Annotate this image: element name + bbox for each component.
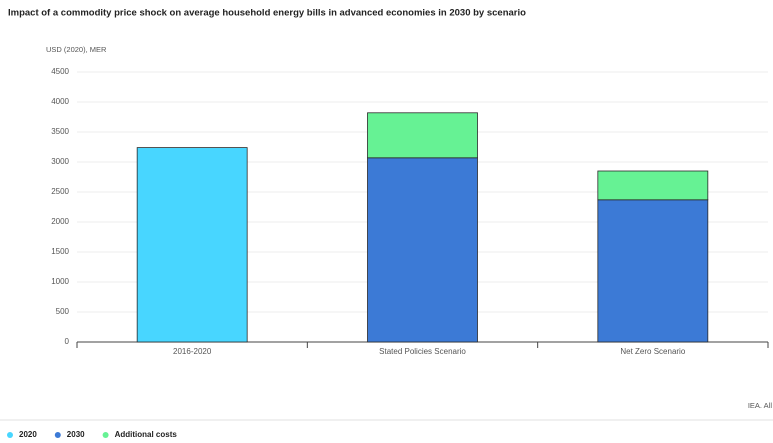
source: IEA. All <box>748 401 773 410</box>
legend-marker <box>7 432 13 438</box>
y-axis-label: USD (2020), MER <box>46 45 107 54</box>
y-tick-label: 4000 <box>51 97 69 106</box>
bar-segment <box>597 199 709 343</box>
x-tick-label: Stated Policies Scenario <box>379 347 466 356</box>
y-tick-label: 1000 <box>51 277 69 286</box>
y-tick-label: 3000 <box>51 157 69 166</box>
legend-marker <box>102 432 109 438</box>
y-tick-label: 4500 <box>51 67 69 76</box>
bar-segment <box>367 112 478 159</box>
x-tick-label: 2016-2020 <box>173 347 212 356</box>
bar-segment <box>136 147 248 343</box>
legend-marker <box>54 432 61 438</box>
legend-label: Additional costs <box>115 430 178 439</box>
y-tick-label: 0 <box>65 337 70 346</box>
y-tick-label: 2500 <box>51 187 69 196</box>
y-tick-label: 2000 <box>51 217 69 226</box>
legend-label: 2030 <box>67 430 85 439</box>
x-tick-label: Net Zero Scenario <box>620 347 685 356</box>
y-tick-label: 3500 <box>51 127 69 136</box>
bar-segment <box>597 170 709 201</box>
chart-title: Impact of a commodity price shock on ave… <box>8 8 526 19</box>
legend-label: 2020 <box>19 430 37 439</box>
y-tick-label: 500 <box>56 307 70 316</box>
y-tick-label: 1500 <box>51 247 69 256</box>
bar-segment <box>367 157 478 343</box>
